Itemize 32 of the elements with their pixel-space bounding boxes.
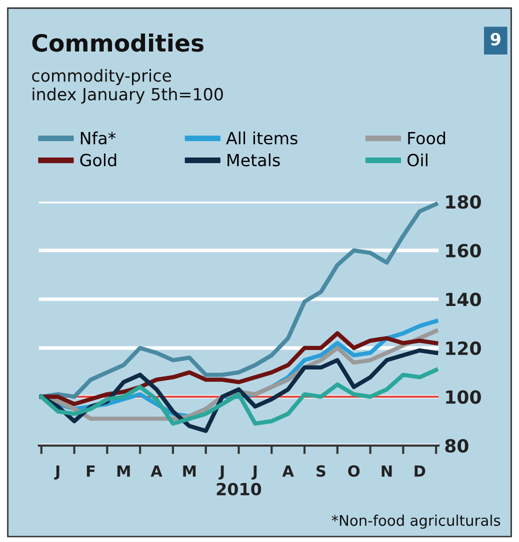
y-tick-label: 120	[446, 341, 481, 356]
chart-subtitle: commodity-price index January 5th=100	[32, 68, 223, 104]
chart-title: Commodities	[32, 34, 204, 52]
legend-label: All items	[226, 132, 298, 144]
legend-label: Metals	[228, 153, 280, 166]
x-tick-label: D	[414, 465, 426, 477]
x-tick-label: J	[54, 465, 60, 480]
y-tick-label: 160	[446, 244, 481, 258]
line-series	[39, 331, 438, 406]
text: *Non-food agriculturals	[332, 514, 500, 529]
text: 9	[490, 32, 500, 46]
y-tick-label: 100	[446, 390, 481, 404]
legend-label: Oil	[408, 153, 428, 166]
x-tick-label: S	[316, 465, 326, 477]
x-tick-label: N	[382, 465, 392, 477]
x-tick-label: J	[251, 465, 257, 480]
x-tick-label: A	[150, 465, 162, 477]
x-axis-title: 2010	[216, 482, 262, 496]
x-tick-label: M	[117, 465, 130, 477]
legend-label: Nfa*	[80, 132, 116, 144]
x-tick-label: J	[218, 465, 224, 480]
line-series	[39, 202, 438, 399]
legend-label: Food	[408, 132, 446, 144]
y-tick-label: 140	[446, 292, 481, 306]
line-series	[39, 368, 438, 426]
y-tick-label: 180	[446, 195, 481, 209]
y-tick-label: 80	[445, 438, 468, 453]
x-tick-label: F	[86, 465, 95, 477]
x-tick-label: A	[282, 465, 294, 477]
x-tick-label: M	[183, 465, 196, 477]
x-tick-label: O	[348, 465, 360, 477]
legend-label: Gold	[80, 153, 116, 166]
